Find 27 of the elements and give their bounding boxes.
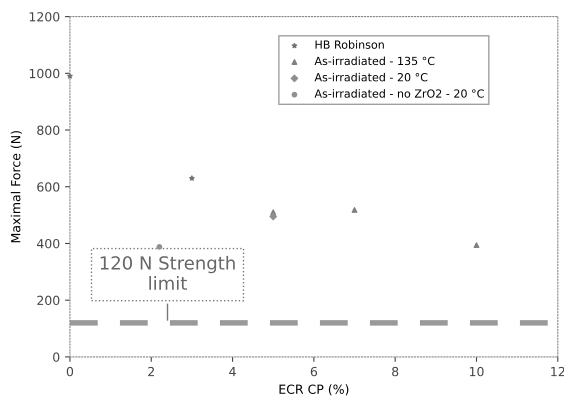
y-tick-label: 1000 [30, 68, 60, 78]
y-tick-label: 400 [36, 238, 60, 248]
y-tick-label: 600 [37, 182, 60, 192]
y-tick-label: 0 [53, 352, 60, 362]
legend-label: HB Robinson [316, 40, 384, 49]
annotation: 120 N Strength limit [100, 256, 235, 290]
legend-label: As-irradiated - 135 °C [314, 56, 434, 66]
x-axis-title: ECR CP (%) [280, 384, 348, 396]
x-tick-label: 8 [392, 366, 398, 376]
x-tick-label: 4 [229, 367, 236, 376]
x-tick-label: 0 [66, 366, 74, 376]
y-tick-label: 200 [37, 296, 60, 306]
point [474, 242, 480, 248]
point [156, 244, 162, 250]
point [269, 212, 278, 220]
x-tick-label: 12 [551, 366, 564, 376]
point [352, 207, 358, 213]
legend-label: As-irradiated - 20 °C [314, 72, 428, 82]
y-tick-label: 1200 [30, 12, 60, 22]
x-tick-label: 2 [148, 366, 154, 376]
y-tick-label: 800 [37, 126, 60, 135]
point [67, 73, 73, 79]
x-tick-label: 6 [310, 366, 318, 376]
legend-label: As-irradiated - no ZrO2 - 20 °C [314, 89, 484, 98]
point [189, 175, 195, 181]
x-tick-label: 10 [470, 366, 484, 376]
y-axis-title: Maximal Force (N) [10, 131, 22, 242]
